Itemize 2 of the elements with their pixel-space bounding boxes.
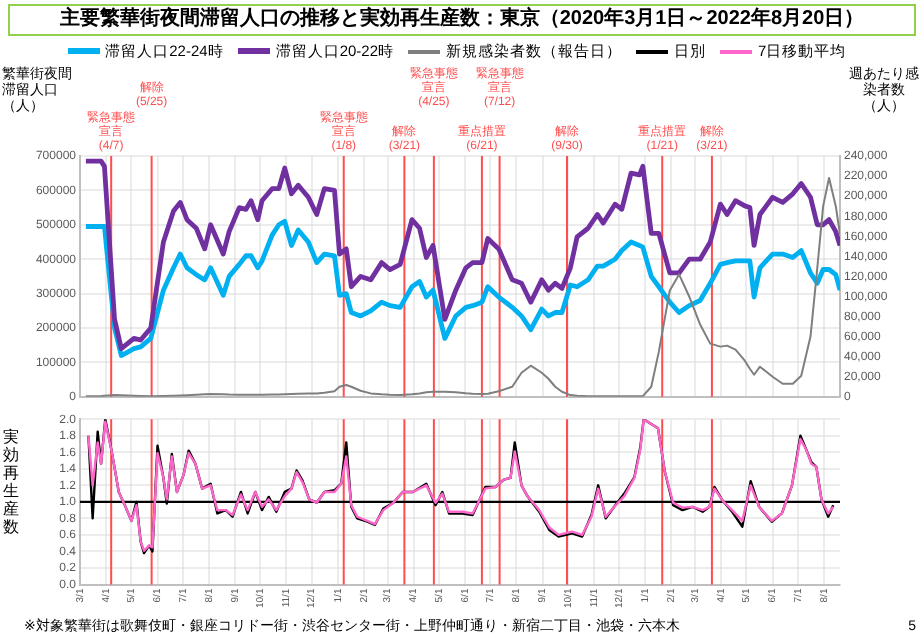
y-axis-title: 実効再生産数 [2,428,20,536]
chart-title: 主要繁華街夜間滞留人口の推移と実効再生産数：東京（2020年3月1日～2022年8月20日） [8,4,916,36]
